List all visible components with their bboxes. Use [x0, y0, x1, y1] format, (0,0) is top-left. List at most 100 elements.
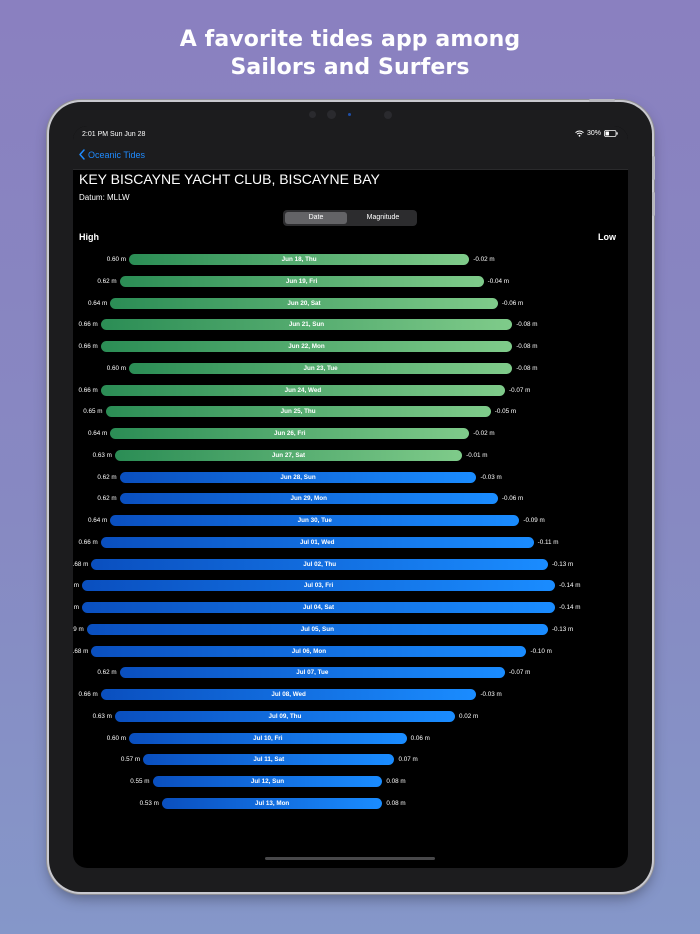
high-tide-value: 0.53 m — [139, 799, 159, 807]
low-tide-value: -0.10 m — [530, 647, 552, 655]
tide-bar-date: Jul 06, Mon — [291, 647, 327, 655]
wifi-icon — [575, 130, 584, 137]
low-tide-value: -0.05 m — [494, 408, 517, 416]
camera-sensor-icon — [309, 111, 316, 118]
high-tide-value: 0.66 m — [78, 321, 98, 329]
low-tide-value: -0.06 m — [501, 495, 524, 503]
tide-bar[interactable]: Jul 07, Tue — [119, 667, 506, 679]
high-tide-value: 0.66 m — [78, 691, 98, 698]
tide-bar-date: Jun 20, Sat — [287, 299, 321, 307]
camera-flash-icon — [384, 111, 392, 119]
tide-bar[interactable]: Jun 28, Sun — [119, 471, 477, 483]
back-button[interactable]: Oceanic Tides — [79, 149, 145, 160]
tide-bar-date: Jul 03, Fri — [303, 582, 334, 590]
high-tide-value: 0.68 m — [73, 560, 89, 568]
home-indicator[interactable] — [265, 857, 435, 860]
tide-bar[interactable]: Jul 11, Sat — [143, 754, 395, 766]
back-button-label: Oceanic Tides — [88, 149, 146, 160]
tide-bar[interactable]: Jul 03, Fri — [82, 580, 556, 592]
tide-bar[interactable]: Jun 20, Sat — [110, 297, 498, 309]
status-bar: 2:01 PM Sun Jun 28 30% — [73, 126, 628, 144]
high-tide-value: 0.62 m — [97, 277, 117, 285]
low-tide-value: -0.06 m — [501, 299, 524, 307]
low-tide-value: -0.11 m — [537, 538, 559, 546]
high-tide-value: 0.63 m — [92, 451, 112, 459]
status-time: 2:01 PM Sun Jun 28 — [82, 131, 146, 138]
segment-magnitude[interactable]: Magnitude — [366, 214, 400, 221]
tide-bar[interactable]: Jul 01, Wed — [100, 536, 534, 548]
tide-bar[interactable]: Jul 09, Thu — [114, 710, 455, 722]
high-tide-value: 0.62 m — [97, 495, 117, 503]
high-tide-value: 0.60 m — [106, 734, 126, 742]
tide-bar[interactable]: Jun 23, Tue — [129, 362, 513, 374]
tide-bar-date: Jul 12, Sun — [250, 778, 285, 785]
high-tide-value: 0.62 m — [97, 473, 117, 481]
tide-bar-date: Jul 08, Wed — [271, 691, 306, 698]
low-tide-value: -0.08 m — [516, 321, 538, 329]
app-screen: 2:01 PM Sun Jun 28 30% — [73, 126, 628, 868]
tide-bar-date: Jun 21, Sun — [288, 321, 325, 329]
top-button — [589, 99, 615, 102]
low-tide-value: -0.14 m — [559, 582, 581, 590]
low-tide-value: -0.08 m — [516, 364, 538, 372]
tide-bar-date: Jul 10, Fri — [253, 734, 283, 742]
datum-label: Datum: MLLW — [79, 193, 130, 202]
tide-bar[interactable]: Jul 06, Mon — [91, 645, 527, 657]
tide-bar-date: Jun 23, Tue — [303, 364, 338, 372]
promo-headline: A favorite tides app among Sailors and S… — [0, 26, 700, 82]
high-tide-value: 0.66 m — [78, 343, 98, 350]
tide-bar-date: Jun 30, Tue — [297, 517, 332, 524]
promo-line-1: A favorite tides app among — [179, 27, 521, 52]
tide-bar[interactable]: Jun 22, Mon — [100, 341, 513, 352]
low-tide-value: -0.04 m — [487, 277, 509, 285]
ipad-frame: 2:01 PM Sun Jun 28 30% — [49, 99, 655, 892]
tide-bar[interactable]: Jul 08, Wed — [100, 689, 477, 700]
low-tide-value: 0.02 m — [459, 712, 479, 720]
low-tide-value: -0.09 m — [523, 517, 545, 524]
high-tide-value: 0.60 m — [106, 256, 126, 263]
high-tide-value: 0.66 m — [78, 538, 98, 546]
low-tide-value: -0.08 m — [516, 343, 538, 350]
tide-bar[interactable]: Jul 05, Sun — [86, 623, 548, 635]
tide-bar[interactable]: Jun 21, Sun — [100, 319, 513, 331]
high-tide-value: 0.70 m — [73, 582, 79, 590]
high-tide-value: 0.64 m — [87, 517, 108, 524]
high-tide-value: 0.60 m — [106, 364, 126, 372]
tide-bar[interactable]: Jun 29, Mon — [119, 493, 498, 505]
tide-bar[interactable]: Jul 04, Sat — [82, 602, 556, 613]
station-title: KEY BISCAYNE YACHT CLUB, BISCAYNE BAY — [79, 171, 380, 187]
high-tide-value: 0.66 m — [78, 386, 98, 394]
low-tide-value: -0.13 m — [551, 625, 574, 633]
tide-bar-date: Jun 25, Thu — [280, 408, 316, 416]
tide-bar[interactable]: Jun 27, Sat — [114, 449, 463, 461]
low-tide-value: 0.08 m — [386, 778, 406, 785]
tide-bar-date: Jun 22, Mon — [288, 343, 325, 350]
tide-bar[interactable]: Jun 18, Thu — [129, 254, 470, 265]
tide-bar[interactable]: Jul 13, Mon — [161, 797, 383, 809]
low-tide-value: -0.02 m — [473, 430, 495, 437]
high-tide-value: 0.55 m — [130, 778, 150, 785]
low-tide-value: -0.01 m — [466, 451, 488, 459]
tide-bar[interactable]: Jul 02, Thu — [91, 558, 548, 570]
tide-bar[interactable]: Jun 19, Fri — [119, 275, 484, 287]
tide-bar-date: Jul 04, Sat — [302, 604, 335, 611]
high-tide-value: 0.64 m — [87, 299, 108, 307]
tide-bar[interactable]: Jun 26, Fri — [110, 428, 470, 439]
volume-up-button — [652, 156, 655, 180]
low-tide-value: -0.07 m — [509, 386, 531, 394]
tide-bar-date: Jun 26, Fri — [273, 430, 306, 437]
segment-date[interactable]: Date — [285, 212, 347, 224]
high-tide-value: 0.65 m — [83, 408, 103, 416]
tide-bar-date: Jul 02, Thu — [303, 560, 337, 568]
tide-bar[interactable]: Jun 25, Thu — [105, 406, 491, 418]
tide-bar[interactable]: Jul 12, Sun — [152, 776, 383, 787]
low-tide-value: -0.03 m — [480, 691, 502, 698]
tide-bar[interactable]: Jun 30, Tue — [110, 515, 520, 526]
tide-bar[interactable]: Jul 10, Fri — [129, 732, 407, 744]
tide-bar-date: Jul 09, Thu — [268, 712, 302, 720]
camera-lens-icon — [327, 110, 336, 119]
navigation-bar: Oceanic Tides — [73, 144, 628, 170]
status-right: 30% — [575, 130, 618, 137]
tide-bar-date: Jun 19, Fri — [285, 277, 318, 285]
tide-bar[interactable]: Jun 24, Wed — [100, 384, 506, 396]
